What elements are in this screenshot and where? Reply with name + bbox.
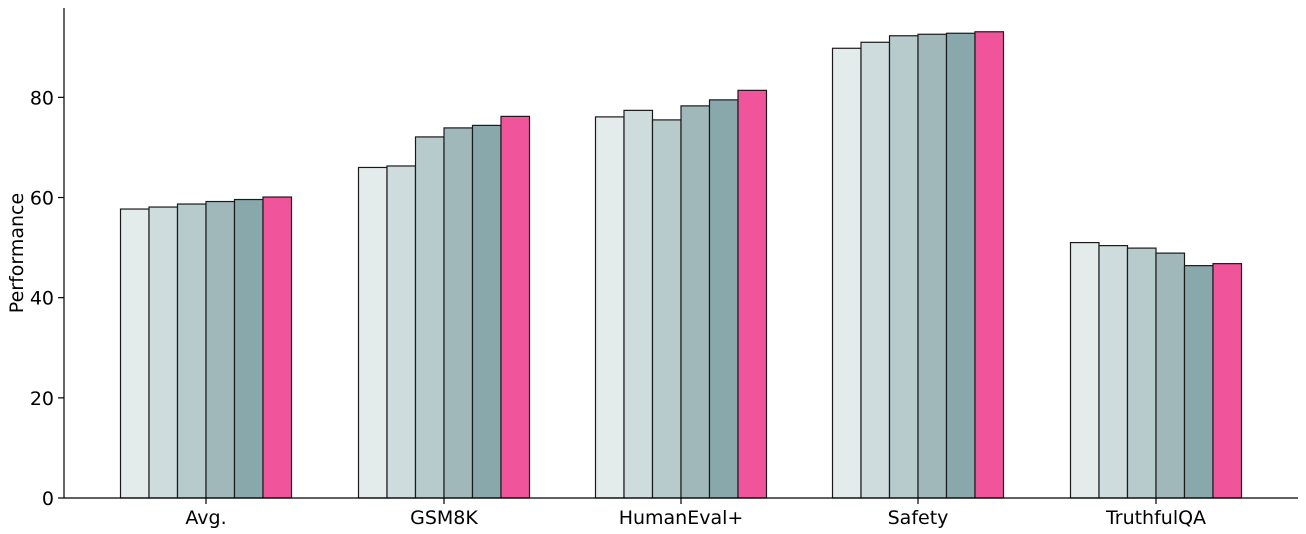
y-tick-label: 40 <box>30 288 54 310</box>
bar-avg-6 <box>262 196 293 499</box>
bar-safety-4 <box>917 33 948 499</box>
bar-truthfulqa-1 <box>1069 241 1100 499</box>
bar-safety-5 <box>945 32 976 499</box>
y-tick-label: 0 <box>42 488 54 510</box>
bar-avg-3 <box>176 203 207 499</box>
bar-humaneval-4 <box>680 105 711 499</box>
y-tick-label: 20 <box>30 388 54 410</box>
x-tick-label: Avg. <box>185 507 226 529</box>
y-ticks-group: 0 20 40 60 80 <box>30 87 64 510</box>
bar-safety-2 <box>860 41 891 499</box>
bar-avg-1 <box>119 208 150 499</box>
bar-humaneval-6 <box>737 89 768 499</box>
bar-avg-4 <box>205 200 236 499</box>
x-tick-label: HumanEval+ <box>619 507 744 529</box>
bar-gsm8k-1 <box>357 166 388 499</box>
bar-humaneval-2 <box>623 109 654 499</box>
x-tick-label: Safety <box>888 507 949 529</box>
bar-truthfulqa-3 <box>1126 247 1157 499</box>
x-tick-label: TruthfulQA <box>1105 507 1206 529</box>
bar-truthfulqa-4 <box>1155 252 1186 499</box>
bar-gsm8k-6 <box>500 115 531 499</box>
bar-safety-3 <box>888 35 919 499</box>
bar-safety-6 <box>974 31 1005 499</box>
x-ticks-group: Avg. GSM8K HumanEval+ Safety TruthfulQA <box>185 498 1206 529</box>
y-tick-label: 80 <box>30 87 54 109</box>
y-tick-label: 60 <box>30 188 54 210</box>
bar-safety-1 <box>831 47 862 499</box>
bar-truthfulqa-2 <box>1098 245 1129 499</box>
bar-avg-5 <box>233 198 264 499</box>
bar-humaneval-3 <box>651 119 682 499</box>
bar-avg-2 <box>148 206 179 499</box>
bar-gsm8k-3 <box>414 136 445 499</box>
x-tick-label: GSM8K <box>410 507 478 529</box>
bar-gsm8k-2 <box>386 165 417 499</box>
bar-gsm8k-5 <box>471 124 502 499</box>
bar-truthfulqa-5 <box>1183 265 1214 499</box>
bar-gsm8k-4 <box>443 127 474 499</box>
bar-humaneval-1 <box>594 116 625 499</box>
y-axis-title: Performance <box>6 193 28 313</box>
bars-group <box>119 31 1243 499</box>
bar-humaneval-5 <box>708 99 739 499</box>
bar-truthfulqa-6 <box>1212 263 1243 499</box>
